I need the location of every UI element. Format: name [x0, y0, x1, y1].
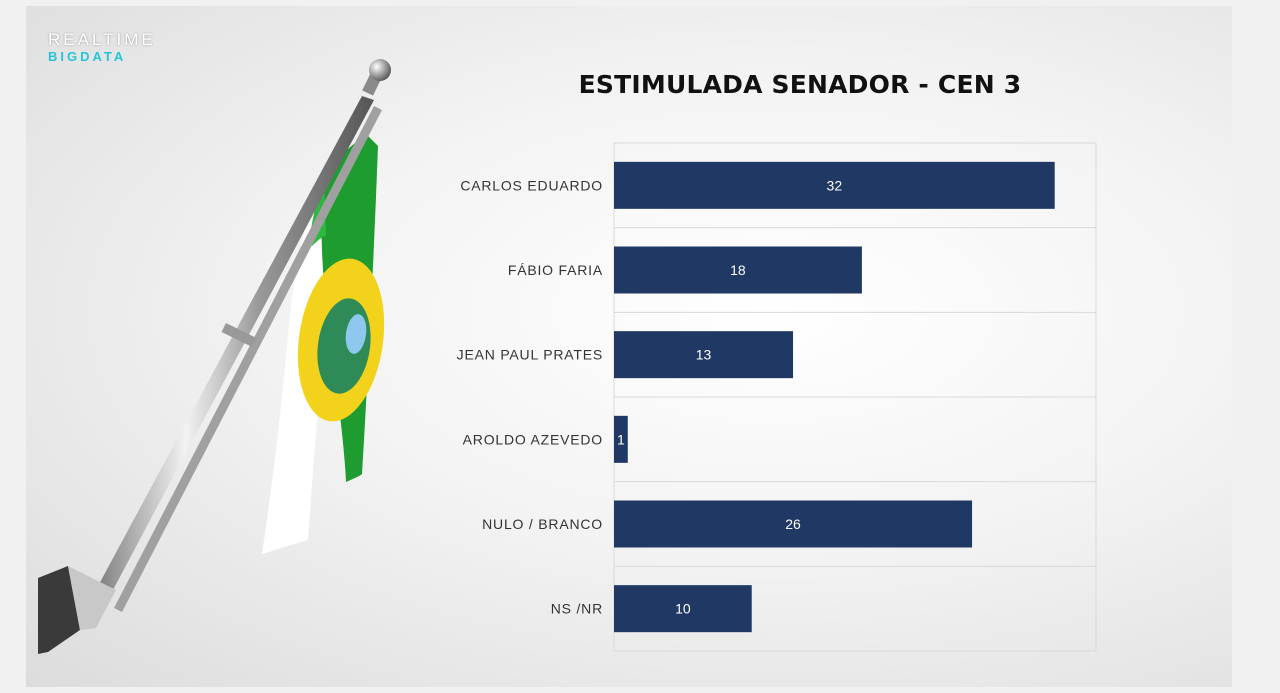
data-label: 26: [785, 516, 801, 532]
chart-title: ESTIMULADA SENADOR - CEN 3: [578, 70, 1022, 99]
data-label: 32: [827, 177, 843, 193]
category-label: NULO / BRANCO: [482, 516, 603, 532]
category-label: CARLOS EDUARDO: [460, 177, 603, 193]
category-label: NS /NR: [551, 601, 603, 617]
flag-pole-icon: [38, 59, 391, 654]
bar: [614, 500, 973, 548]
data-label: 18: [730, 262, 746, 278]
bar-chart: CARLOS EDUARDO 32 FÁBIO FARIA 18 JEAN PAUL P…: [457, 142, 1097, 652]
category-label: JEAN PAUL PRATES: [457, 347, 603, 363]
data-label: 1: [617, 431, 625, 447]
category-label: AROLDO AZEVEDO: [463, 431, 603, 447]
data-label: 10: [675, 601, 691, 617]
bar: [614, 161, 1055, 209]
bar: [614, 331, 794, 379]
category-label: FÁBIO FARIA: [508, 262, 603, 278]
flag-icon: [262, 134, 385, 554]
flag-pole-illustration: [38, 59, 391, 654]
bar: [614, 415, 628, 463]
logo-line-1: REALTIME: [48, 30, 156, 49]
logo-line-2: BIGDATA: [48, 49, 127, 64]
data-label: 13: [696, 347, 712, 363]
bar: [614, 585, 752, 633]
slide: REALTIME BIGDATA: [26, 6, 1232, 687]
bar: [614, 246, 862, 294]
realtime-bigdata-logo: REALTIME BIGDATA: [48, 31, 156, 63]
